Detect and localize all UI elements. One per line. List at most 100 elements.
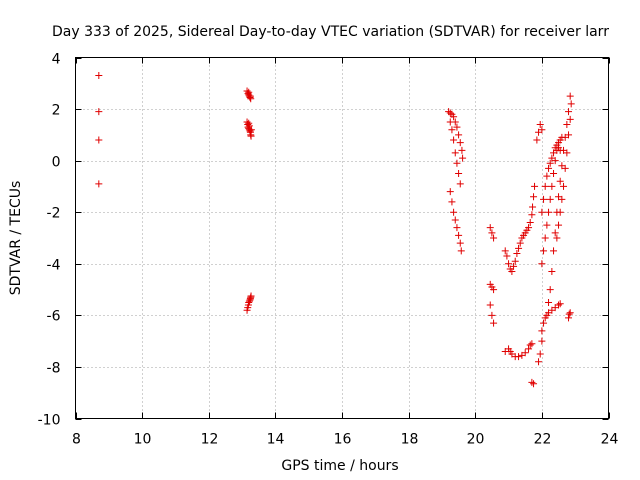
data-point [563,149,571,157]
series-arc-22h-upper [533,121,546,144]
series-arc-20.5h [486,224,498,327]
data-point [545,164,553,172]
data-point [550,247,558,255]
data-point [548,182,556,190]
x-tick-label: 10 [134,432,152,448]
data-point [245,88,253,96]
data-point [455,131,463,139]
x-tick-label: 12 [201,432,219,448]
data-point [555,221,563,229]
data-point [247,126,255,134]
data-point [95,180,103,188]
data-point [450,136,458,144]
x-tick-label: 8 [72,432,81,448]
axis-ticks [75,57,610,420]
data-point [528,211,536,219]
y-tick-label: 2 [52,103,61,119]
data-point [546,195,554,203]
data-point [488,311,496,319]
data-point [566,309,574,317]
data-point [456,239,464,247]
data-point [528,340,536,348]
data-point [556,177,564,185]
data-point [458,146,466,154]
data-point [533,136,541,144]
x-tick-label: 24 [601,432,619,448]
data-point [515,244,523,252]
data-points [95,72,575,388]
data-point [550,170,558,178]
data-point [553,146,561,154]
data-point [551,157,559,165]
data-point [555,301,563,309]
data-point [538,260,546,268]
series-cluster-13.2h-mid [243,118,255,140]
x-tick-label: 22 [534,432,552,448]
y-tick-label: 0 [52,155,61,171]
data-point [538,126,546,134]
data-point [545,208,553,216]
data-point [456,139,464,147]
data-point [536,121,544,129]
plot-frame [75,57,609,419]
series-arc-22h-low [535,300,564,366]
data-point [528,378,536,386]
data-point [459,154,467,162]
data-point [490,234,498,242]
grid [75,57,609,419]
y-tick-label: -6 [47,309,61,325]
data-point [525,224,533,232]
data-point [540,247,548,255]
data-point [543,172,551,180]
chart-title: Day 333 of 2025, Sidereal Day-to-day VTE… [52,24,609,40]
data-point [548,268,556,276]
data-point [530,193,538,201]
x-axis-label: GPS time / hours [281,458,398,474]
y-tick-label: -8 [47,361,61,377]
data-point [538,327,546,335]
series-arc-22h-steep-c [545,92,574,306]
y-tick-label: -2 [47,206,61,222]
data-point [543,221,551,229]
data-point [455,170,463,178]
y-axis-label: SDTVAR / TECUs [8,181,24,296]
data-point [551,229,559,237]
data-point [526,341,534,349]
data-point [565,108,573,116]
data-point [516,239,524,247]
series-arc-19.3h-b [446,118,464,188]
x-tick-label: 16 [334,432,352,448]
data-point [556,208,564,216]
data-point [95,136,103,144]
data-point [95,108,103,116]
data-point [513,249,521,257]
data-point [541,182,549,190]
data-point [563,121,571,129]
data-point [566,115,574,123]
series-cluster-13.2h-low [243,292,255,314]
series-arc-19.3h-a [445,108,467,162]
data-point [535,358,543,366]
data-point [505,260,513,268]
data-point [567,100,575,108]
data-point [446,118,454,126]
data-point [558,195,566,203]
data-point [247,132,255,140]
data-point [565,310,573,318]
series-arc-22h-steep-d [553,100,575,242]
x-tick-label: 14 [267,432,285,448]
data-point [95,72,103,80]
series-arc-22.8h-low [565,309,574,322]
x-tick-label: 20 [467,432,485,448]
data-point [455,231,463,239]
series-arc-19.3h-c [446,188,465,255]
data-point [538,208,546,216]
x-tick-label: 18 [401,432,419,448]
y-tick-label: 4 [52,52,61,68]
data-point [545,298,553,306]
data-point [561,164,569,172]
data-point [453,224,461,232]
series-cluster-13.2h-top [243,87,255,103]
data-point [546,159,554,167]
